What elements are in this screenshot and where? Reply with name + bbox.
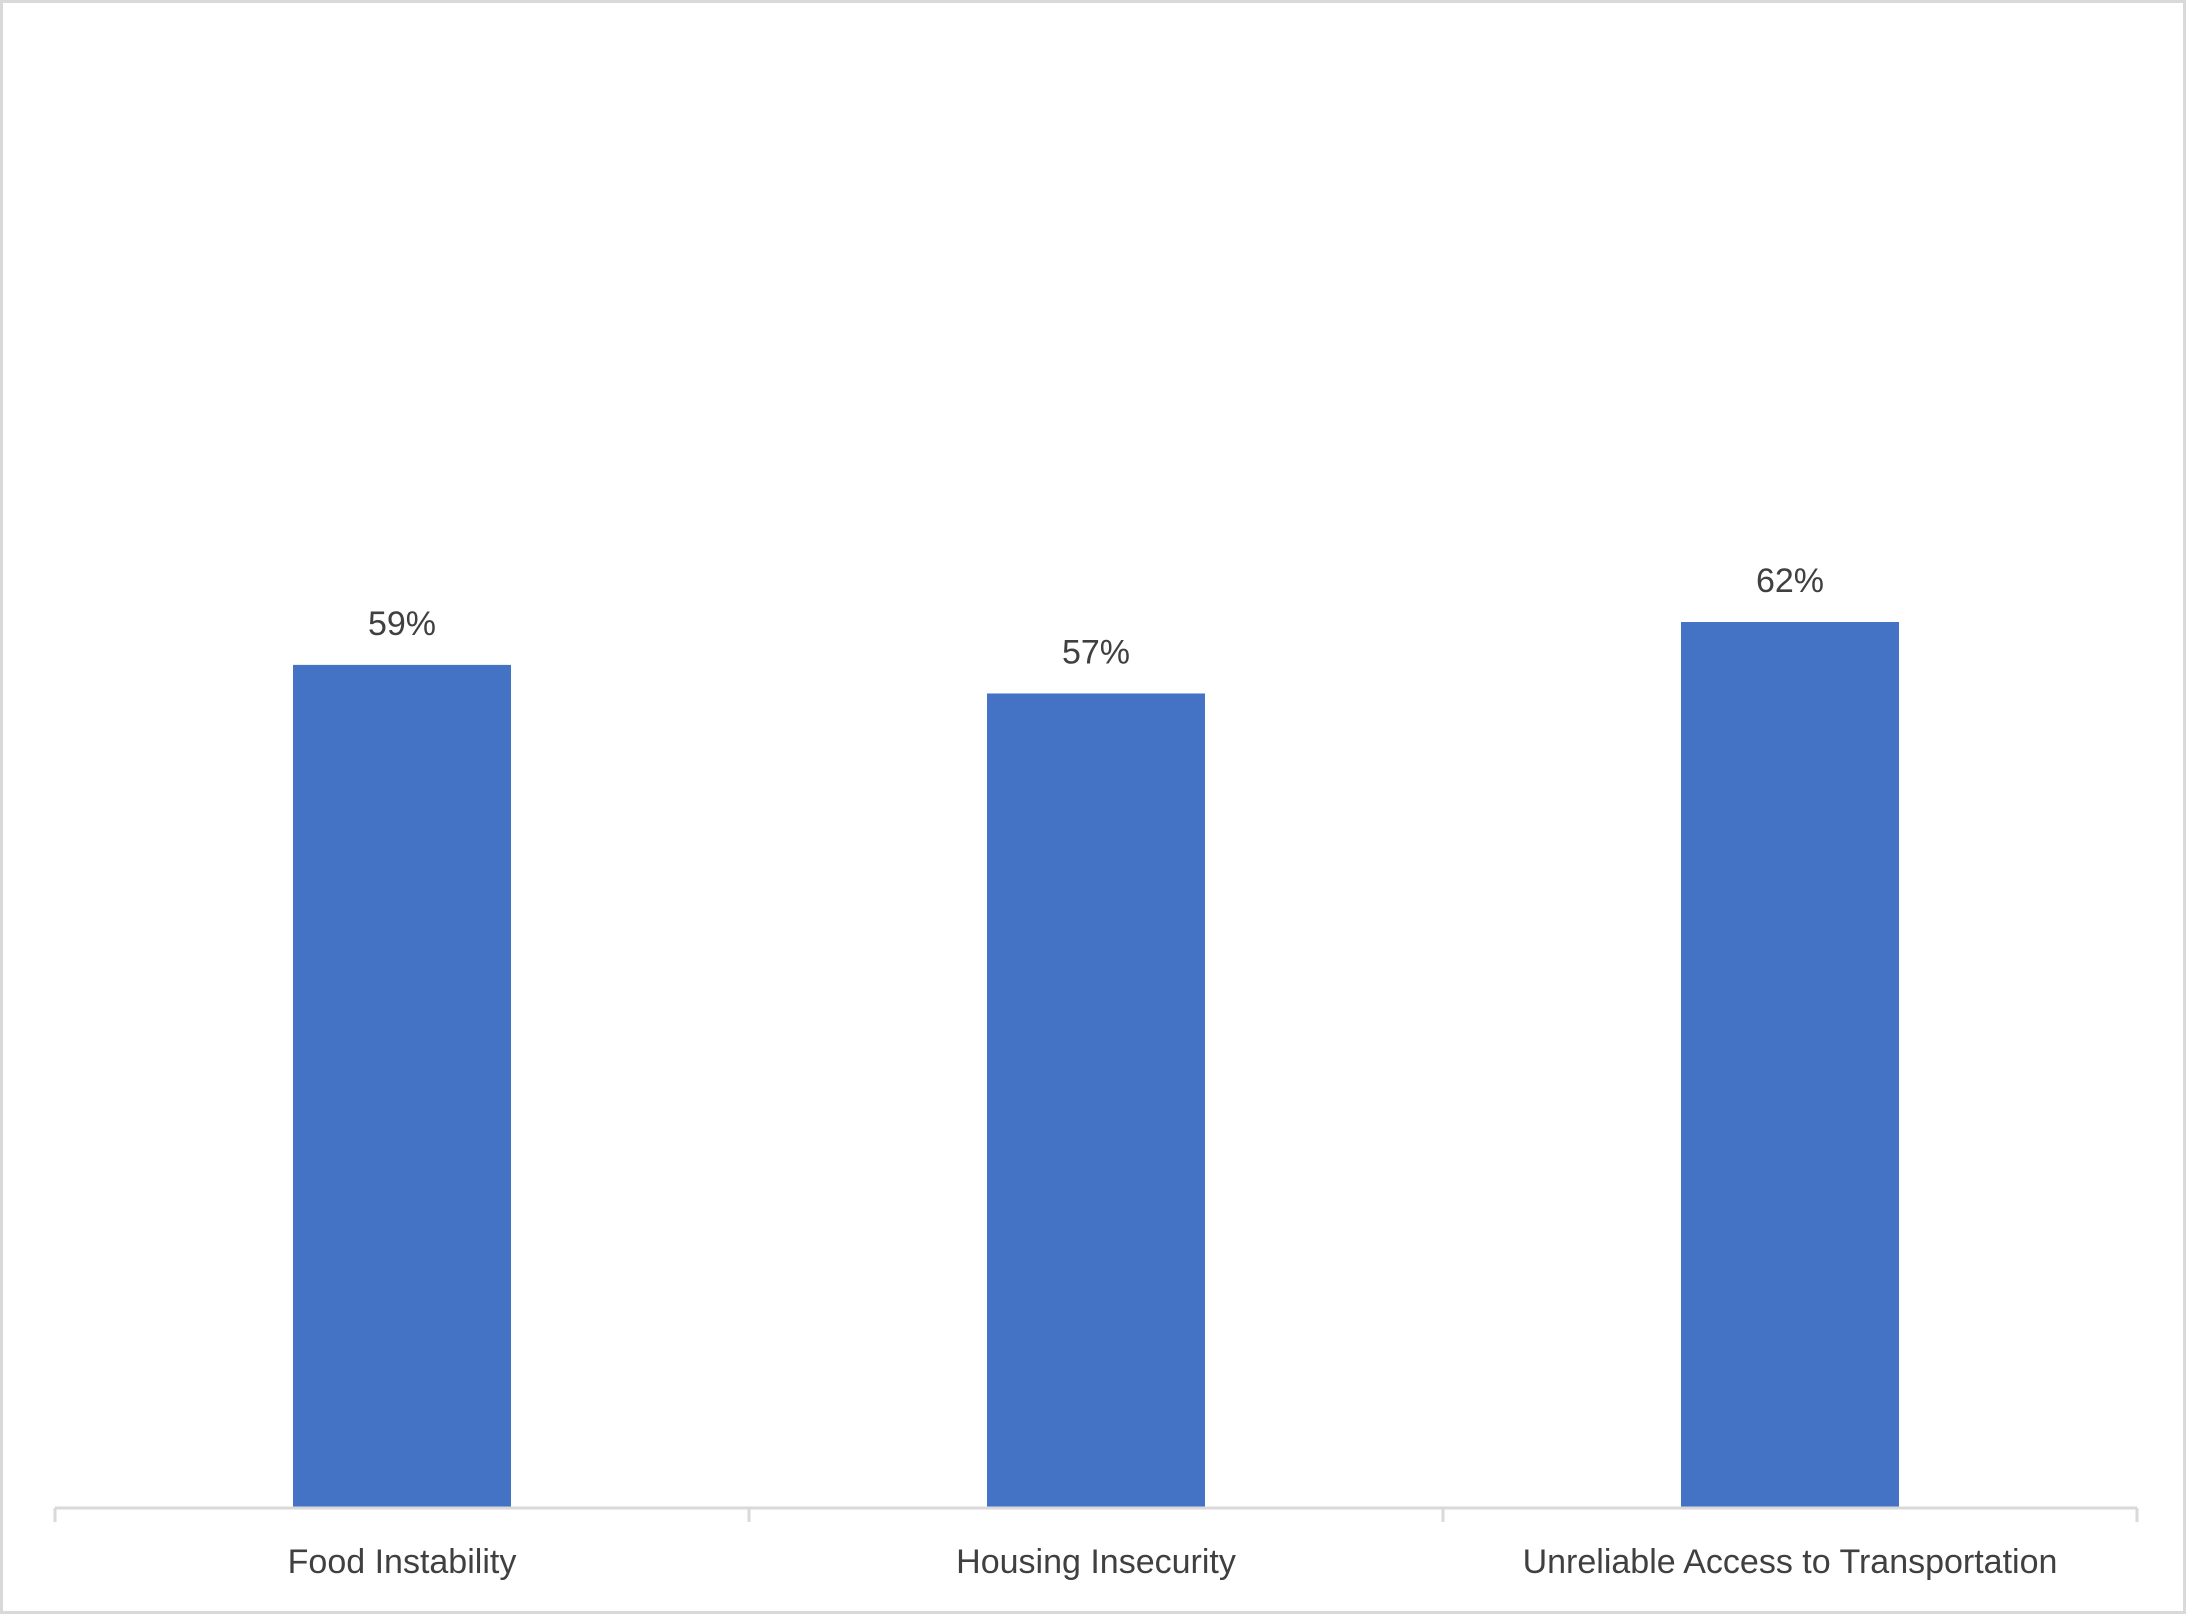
- data-label: 59%: [368, 605, 436, 643]
- category-labels-layer: Food Instability Housing Insecurity Unreli…: [288, 1543, 2058, 1581]
- bar-chart: 59% 57% 62% Food Instability Housing Insecu…: [53, 562, 2139, 1581]
- category-label: Housing Insecurity: [956, 1543, 1236, 1581]
- data-labels-layer: 59% 57% 62%: [368, 562, 1824, 671]
- bar: [1681, 622, 1899, 1508]
- data-label: 57%: [1062, 633, 1130, 671]
- category-label: Unreliable Access to Transportation: [1523, 1543, 2058, 1581]
- bars-layer: [293, 622, 1899, 1508]
- bar: [987, 693, 1205, 1508]
- category-label: Food Instability: [288, 1543, 517, 1581]
- data-label: 62%: [1756, 562, 1824, 600]
- bar: [293, 664, 511, 1508]
- x-axis: [53, 1506, 2139, 1522]
